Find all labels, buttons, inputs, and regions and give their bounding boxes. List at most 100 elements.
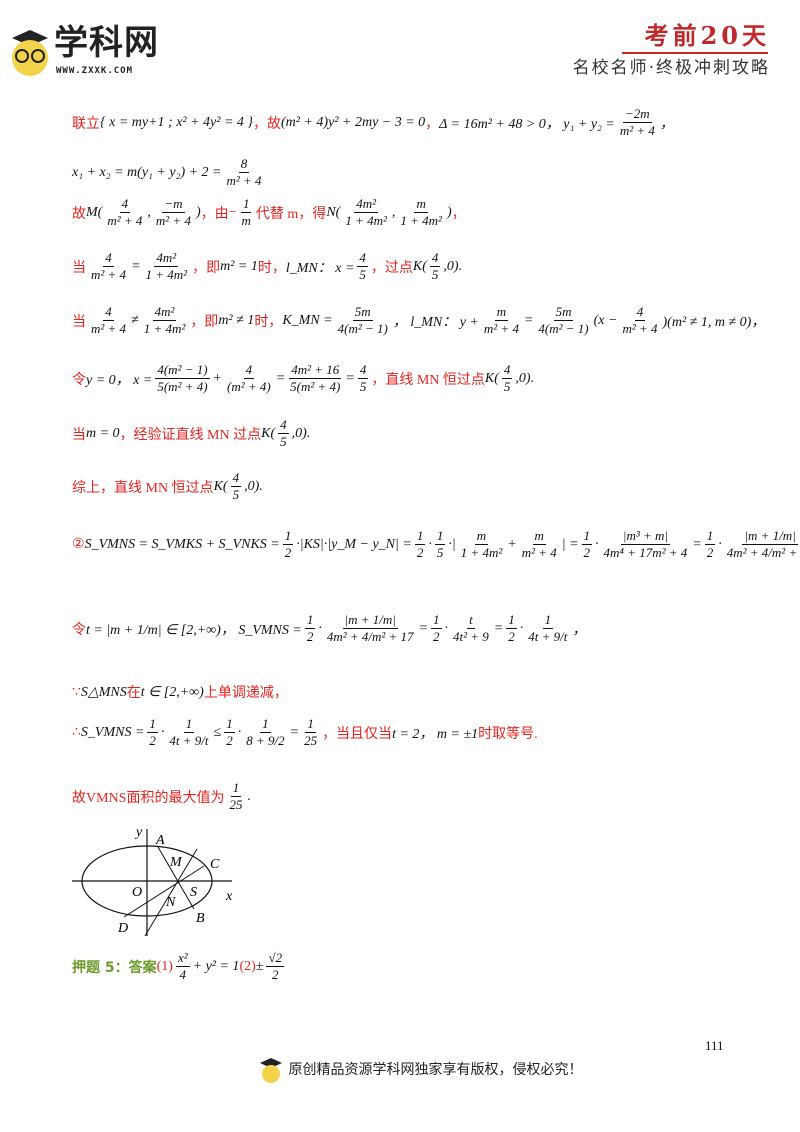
numerator: 4(m² − 1) [155, 362, 210, 380]
denominator: m² + 4 [619, 123, 655, 139]
text-segment: ≠ [131, 312, 139, 328]
denominator: 25 [229, 797, 243, 813]
text-segment: 代替 m，得 [255, 206, 327, 222]
figure-label: C [210, 857, 220, 872]
text-segment: + [507, 536, 517, 552]
fraction: 4(m² − 1) 5(m² + 4) [155, 362, 210, 396]
text-segment: · [428, 536, 432, 552]
text-segment: m² = 1 [220, 258, 258, 274]
text-segment: )(m² ≠ 1, m ≠ 0)， [662, 314, 766, 330]
numerator: t [467, 612, 475, 630]
denominator: 2 [706, 545, 714, 561]
denominator: m² + 4 [155, 213, 191, 229]
text-segment: = [275, 370, 286, 386]
numerator: x² [175, 950, 190, 968]
fraction: 1 4t + 9/t [526, 612, 569, 646]
text-segment: ② [72, 537, 85, 553]
text-segment: = [692, 536, 702, 552]
denominator: 5 [232, 487, 240, 503]
text-segment: · [318, 620, 322, 636]
denominator: 4t² + 9 [453, 629, 489, 645]
text-segment: 令 [72, 622, 86, 638]
text-segment: 联立 [72, 116, 100, 132]
text-segment: t = 2， m = ±1 [392, 726, 479, 742]
fraction: 4 m² + 4 [89, 250, 128, 284]
text-segment: (1) [156, 958, 173, 974]
denominator: 4t + 9/t [169, 733, 209, 749]
fraction: |m + 1/m|4m² + 4/m² + 17 [325, 612, 416, 646]
text-segment: 故VMNS面积的最大值为 [72, 790, 225, 806]
text-segment: l_MN： x = [285, 260, 355, 276]
numerator: 1 [304, 612, 316, 630]
denominator: 2 [508, 629, 515, 645]
denominator: m² + 4 [91, 267, 127, 283]
fraction: 4 m² + 4 [89, 304, 128, 338]
text-segment: , [147, 204, 151, 220]
numerator: 1 [431, 612, 442, 630]
text-segment: 当 [72, 314, 86, 330]
text-segment: 当 [72, 260, 86, 276]
numerator: m [414, 196, 428, 214]
text-segment: ， [659, 116, 674, 132]
denominator: 2 [272, 967, 279, 983]
numerator: 1 [542, 612, 554, 630]
text-segment: 时， [257, 260, 286, 276]
denominator: 2 [416, 545, 424, 561]
denominator: 4m² + 4/m² + 17 [726, 545, 800, 561]
text-segment: S△MNS [80, 684, 127, 700]
text-segment: · [519, 620, 524, 636]
denominator: 1 + 4m² [460, 545, 503, 561]
numerator: m [474, 528, 489, 546]
figure-label: O [132, 885, 142, 900]
denominator: 1 + 4m² [143, 321, 186, 337]
text-segment: = [345, 370, 355, 386]
page-number: 111 [705, 1038, 724, 1053]
numerator: 4m² [354, 196, 378, 214]
denominator: 5 [431, 267, 439, 283]
denominator: 2 [284, 545, 292, 561]
numerator: m [494, 304, 509, 322]
logo-text: 学科网 [54, 23, 159, 63]
text-segment: ，当且仅当 [322, 726, 393, 742]
denominator: m² + 4 [521, 545, 557, 561]
denominator: 5 [359, 267, 366, 283]
solution-line: ∵ S△MNS 在 t ∈ [2,+∞) 上单调递减， [72, 682, 288, 702]
text-segment: , [391, 204, 396, 220]
figure-label: N [165, 895, 176, 910]
denominator: 8 + 9/2 [246, 733, 285, 749]
text-segment: ，即 [192, 260, 221, 276]
text-segment: = [418, 620, 429, 636]
text-segment: K_MN = [282, 312, 333, 328]
text-segment: ，直线 MN 恒过点 [371, 372, 485, 388]
denominator: 4m² + 4/m² + 17 [326, 629, 414, 645]
denominator: 5 [359, 379, 367, 395]
numerator: |m³ + m| [620, 528, 670, 546]
numerator: 4 [357, 250, 368, 268]
denominator: 5 [436, 545, 444, 561]
denominator: m² + 4 [226, 173, 262, 189]
denominator: 25 [304, 733, 318, 749]
numerator: |m + 1/m| [742, 528, 798, 546]
text-segment: ，由 [200, 206, 229, 222]
fraction: 1 25 [302, 716, 319, 750]
denominator: m² + 4 [622, 321, 658, 337]
text-segment: ∵ [72, 684, 81, 700]
logo-icon [8, 28, 52, 83]
text-segment: (2) [239, 958, 256, 974]
fraction: |m³ + m| 4m⁴ + 17m² + 4 [602, 528, 690, 562]
denominator: (m² + 4) [227, 379, 271, 395]
text-segment: ，即 [190, 314, 219, 330]
solution-line: 当 4 m² + 4 = 4m² 1 + 4m² ，即 m² = 1 时， l_MN： x = 4 5… [72, 250, 462, 284]
text-segment: ,0). [244, 478, 263, 494]
text-segment: { x = my+1 ; x² + 4y² = 4 } [100, 114, 254, 130]
fraction: 4 (m² + 4) [225, 362, 273, 396]
denominator: m² + 4 [91, 321, 127, 337]
fraction: 4m² 1 + 4m² [142, 304, 188, 338]
